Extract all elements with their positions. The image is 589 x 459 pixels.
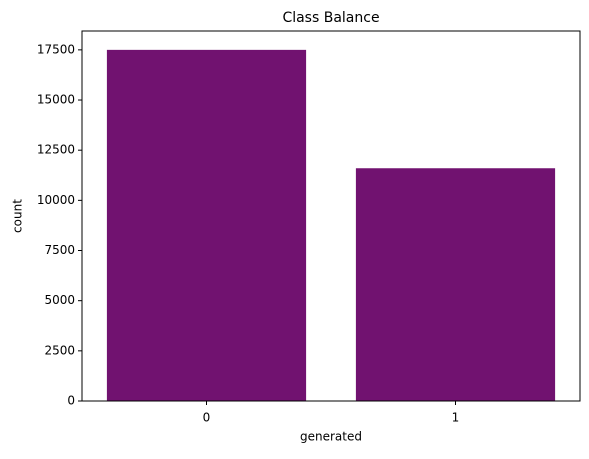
- y-tick-label: 12500: [37, 143, 75, 157]
- y-tick-label: 5000: [44, 293, 75, 307]
- bar: [355, 168, 556, 401]
- chart-title: Class Balance: [282, 10, 379, 26]
- y-axis-label: count: [11, 199, 25, 233]
- y-tick-label: 17500: [37, 42, 75, 56]
- y-tick-label: 0: [67, 394, 75, 408]
- plot-frame: [81, 30, 581, 402]
- y-tick-label: 2500: [44, 343, 75, 357]
- y-tick-label: 10000: [37, 193, 75, 207]
- y-tick-label: 15000: [37, 93, 75, 107]
- y-tick-label: 7500: [44, 243, 75, 257]
- bar: [106, 49, 307, 401]
- x-tick-label: 1: [452, 411, 460, 425]
- x-tick-label: 0: [203, 411, 211, 425]
- x-axis-label: generated: [300, 430, 362, 444]
